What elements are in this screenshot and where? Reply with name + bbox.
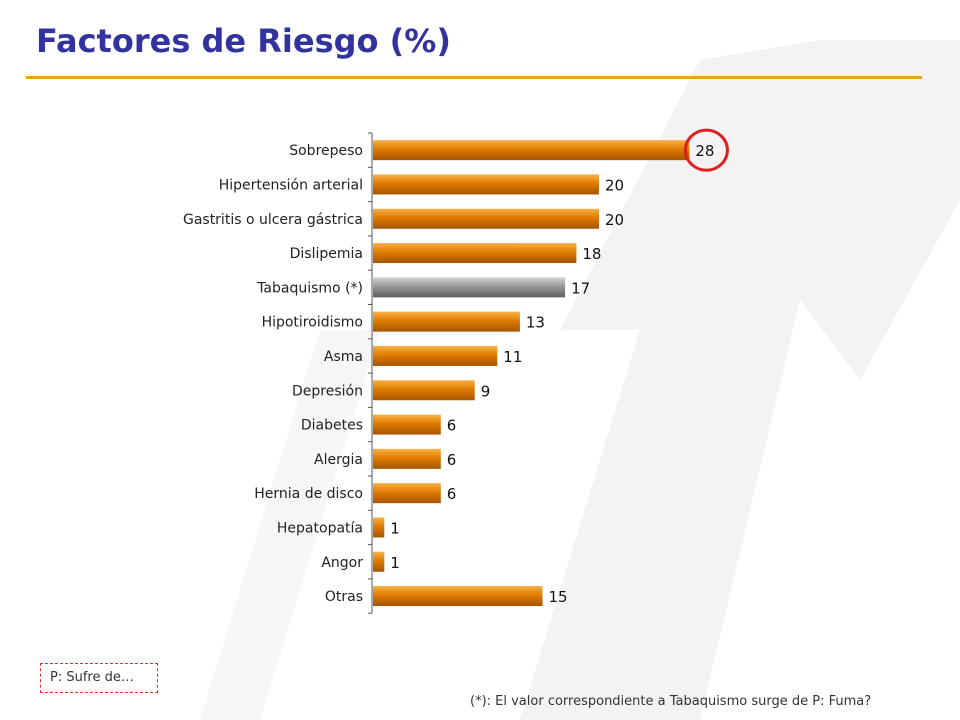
bar <box>373 208 599 229</box>
category-label: Dislipemia <box>290 246 363 262</box>
value-label: 28 <box>695 142 714 160</box>
category-label: Hipertensión arterial <box>219 177 363 193</box>
value-label: 17 <box>571 279 590 297</box>
question-note-box <box>40 663 158 693</box>
value-label: 6 <box>447 485 457 503</box>
category-label: Hepatopatía <box>277 520 363 536</box>
footnote: (*): El valor correspondiente a Tabaquis… <box>470 694 872 709</box>
bar <box>373 174 599 195</box>
bar <box>373 448 441 469</box>
value-label: 15 <box>549 588 568 606</box>
category-label: Diabetes <box>301 418 363 434</box>
value-label: 6 <box>447 417 457 435</box>
title-underline <box>26 76 922 79</box>
page-title: Factores de Riesgo (%) <box>36 22 451 60</box>
bar <box>373 345 498 366</box>
category-label: Gastritis o ulcera gástrica <box>183 212 363 228</box>
bar <box>373 551 385 572</box>
bar <box>373 586 543 607</box>
value-label: 13 <box>526 314 545 332</box>
category-label: Alergia <box>314 452 363 468</box>
bar <box>373 517 385 538</box>
value-label: 1 <box>390 554 400 572</box>
category-label: Angor <box>321 555 363 571</box>
value-label: 1 <box>390 519 400 537</box>
value-label: 6 <box>447 451 457 469</box>
value-label: 18 <box>582 245 601 263</box>
category-label: Sobrepeso <box>289 143 363 159</box>
question-note: P: Sufre de… <box>50 670 134 685</box>
value-label: 11 <box>503 348 522 366</box>
highlight-circle <box>683 128 729 172</box>
bar <box>373 311 520 332</box>
bar <box>373 380 475 401</box>
bar <box>373 414 441 435</box>
category-label: Tabaquismo (*) <box>256 280 363 296</box>
bar <box>373 140 690 161</box>
category-label: Depresión <box>292 383 363 399</box>
bar <box>373 243 577 264</box>
category-label: Hernia de disco <box>254 486 363 502</box>
category-label: Hipotiroidismo <box>262 315 363 331</box>
bar <box>373 277 566 298</box>
value-label: 20 <box>605 176 624 194</box>
category-label: Asma <box>324 349 363 365</box>
value-label: 9 <box>481 382 491 400</box>
category-label: Otras <box>325 589 363 605</box>
bar <box>373 483 441 504</box>
value-label: 20 <box>605 211 624 229</box>
